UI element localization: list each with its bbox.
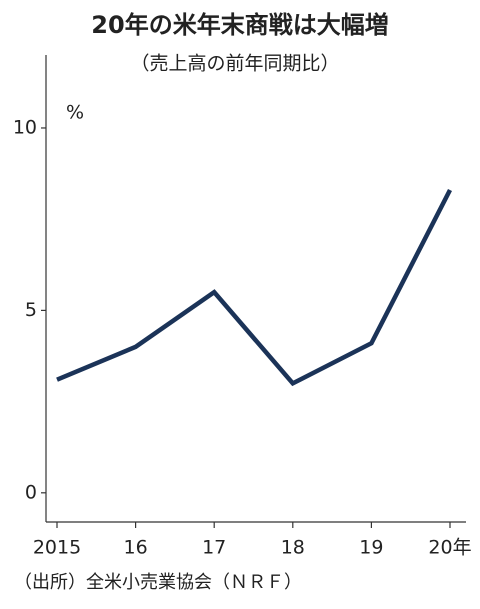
x-tick-label: 20年 <box>428 537 471 559</box>
x-tick-label: 16 <box>124 537 148 559</box>
y-unit: % <box>66 102 84 124</box>
y-tick-label: 5 <box>25 299 37 321</box>
y-tick-label: 0 <box>25 481 37 503</box>
source-note: （出所）全米小売業協会（ＮＲＦ） <box>14 572 302 593</box>
x-tick-label: 19 <box>359 537 383 559</box>
chart-subtitle: （売上高の前年同期比） <box>130 53 339 75</box>
x-tick-label: 17 <box>202 537 226 559</box>
chart-title: 20年の米年末商戦は大幅増 <box>91 11 388 39</box>
y-tick-label: 10 <box>13 116 37 138</box>
data-line <box>56 188 453 387</box>
x-tick-label: 18 <box>281 537 305 559</box>
x-tick-label: 2015 <box>33 537 81 559</box>
